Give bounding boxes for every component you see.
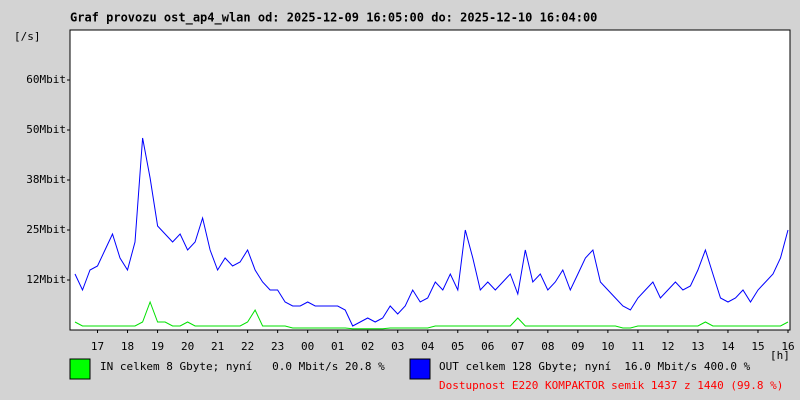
x-axis-label: [h] xyxy=(770,349,790,362)
x-tick-label: 05 xyxy=(451,340,464,353)
plot-area xyxy=(69,29,791,331)
y-tick-label: 60Mbit xyxy=(26,73,66,86)
x-tick-label: 16 xyxy=(781,340,794,353)
x-tick-label: 02 xyxy=(361,340,374,353)
x-tick-label: 21 xyxy=(211,340,224,353)
x-tick-label: 03 xyxy=(391,340,404,353)
x-tick-label: 04 xyxy=(421,340,435,353)
x-tick-label: 14 xyxy=(721,340,735,353)
availability-note: Dostupnost E220 KOMPAKTOR semik 1437 z 1… xyxy=(439,379,783,392)
x-tick-label: 18 xyxy=(121,340,134,353)
x-tick-label: 13 xyxy=(691,340,704,353)
y-tick-label: 38Mbit xyxy=(26,173,66,186)
y-tick-label: 50Mbit xyxy=(26,123,66,136)
legend-swatch-in xyxy=(69,358,91,380)
x-tick-label: 06 xyxy=(481,340,494,353)
legend-label: IN celkem 8 Gbyte; nyní 0.0 Mbit/s 20.8 … xyxy=(100,360,385,373)
x-tick-label: 07 xyxy=(511,340,524,353)
x-tick-label: 23 xyxy=(271,340,284,353)
x-tick-label: 22 xyxy=(241,340,254,353)
x-tick-label: 17 xyxy=(91,340,104,353)
legend-label: OUT celkem 128 Gbyte; nyní 16.0 Mbit/s 4… xyxy=(439,360,751,373)
series-line xyxy=(74,300,789,330)
y-tick-label: 25Mbit xyxy=(26,223,66,236)
x-tick-label: 00 xyxy=(301,340,314,353)
x-tick-label: 12 xyxy=(661,340,674,353)
x-tick-label: 19 xyxy=(151,340,164,353)
y-axis-label: [/s] xyxy=(14,30,41,43)
y-tick-label: 12Mbit xyxy=(26,273,66,286)
chart-title: Graf provozu ost_ap4_wlan od: 2025-12-09… xyxy=(70,11,597,26)
legend-swatch-out xyxy=(409,358,431,380)
x-tick-label: 09 xyxy=(571,340,584,353)
x-tick-label: 01 xyxy=(331,340,344,353)
x-tick-label: 08 xyxy=(541,340,554,353)
x-tick-label: 20 xyxy=(181,340,194,353)
x-tick-label: 10 xyxy=(601,340,614,353)
x-tick-label: 11 xyxy=(631,340,644,353)
series-line xyxy=(74,137,789,327)
x-tick-label: 15 xyxy=(751,340,764,353)
